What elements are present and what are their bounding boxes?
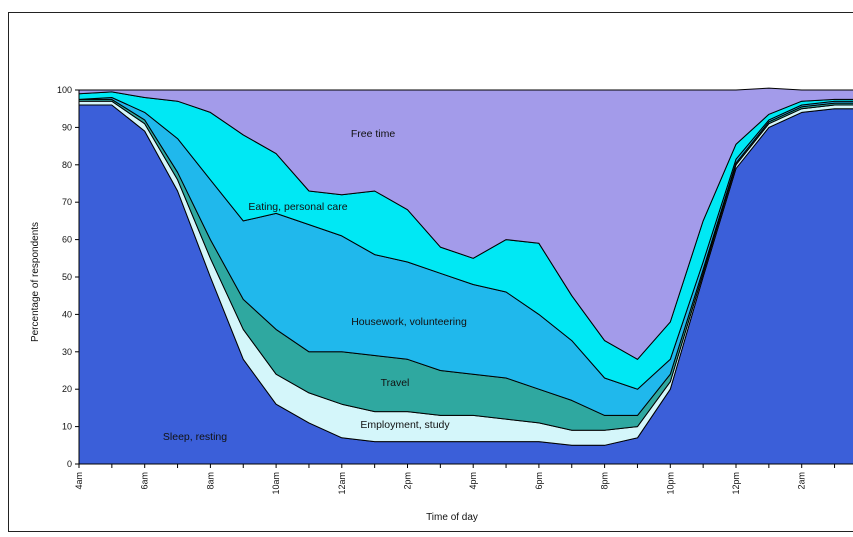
x-tick-label: 12am [337, 472, 347, 495]
x-tick-label: 2pm [403, 472, 413, 490]
y-tick-label: 40 [62, 309, 72, 319]
y-tick-label: 20 [62, 384, 72, 394]
x-tick-label: 10am [271, 472, 281, 495]
area-labels: Sleep, resting Employment, study Travel Hou… [163, 128, 467, 443]
x-tick-label: 8pm [600, 472, 610, 490]
y-axis-title: Percentage of respondents [30, 222, 41, 342]
x-tick-label: 6am [140, 472, 150, 490]
y-tick-label: 80 [62, 160, 72, 170]
x-tick-label: 4am [74, 472, 84, 490]
label-free-time: Free time [351, 128, 396, 140]
label-eating-personal-care: Eating, personal care [248, 201, 347, 213]
x-tick-label: 12pm [731, 472, 741, 495]
x-tick-label: 4pm [468, 472, 478, 490]
x-tick-label: 10pm [665, 472, 675, 495]
label-employment-study: Employment, study [360, 419, 450, 431]
chart-frame [8, 12, 853, 532]
x-tick-label: 8am [205, 472, 215, 490]
y-tick-label: 0 [67, 459, 72, 469]
label-travel: Travel [381, 377, 410, 389]
y-tick-label: 50 [62, 272, 72, 282]
series-areas [78, 87, 853, 465]
x-tick-label: 2am [797, 472, 807, 490]
y-tick-label: 60 [62, 235, 72, 245]
label-housework-volunteering: Housework, volunteering [351, 316, 467, 328]
y-tick-label: 100 [57, 85, 72, 95]
area-free-time [78, 87, 853, 360]
x-tick-label: 6pm [534, 472, 544, 490]
axes: 0 10 20 30 40 50 60 70 80 90 100 4am 6am 8am 10am 12am 2… [57, 85, 845, 495]
y-tick-label: 10 [62, 422, 72, 432]
y-tick-label: 90 [62, 122, 72, 132]
label-sleep-resting: Sleep, resting [163, 431, 227, 443]
y-tick-label: 70 [62, 197, 72, 207]
y-tick-label: 30 [62, 347, 72, 357]
x-axis-title: Time of day [426, 512, 478, 523]
